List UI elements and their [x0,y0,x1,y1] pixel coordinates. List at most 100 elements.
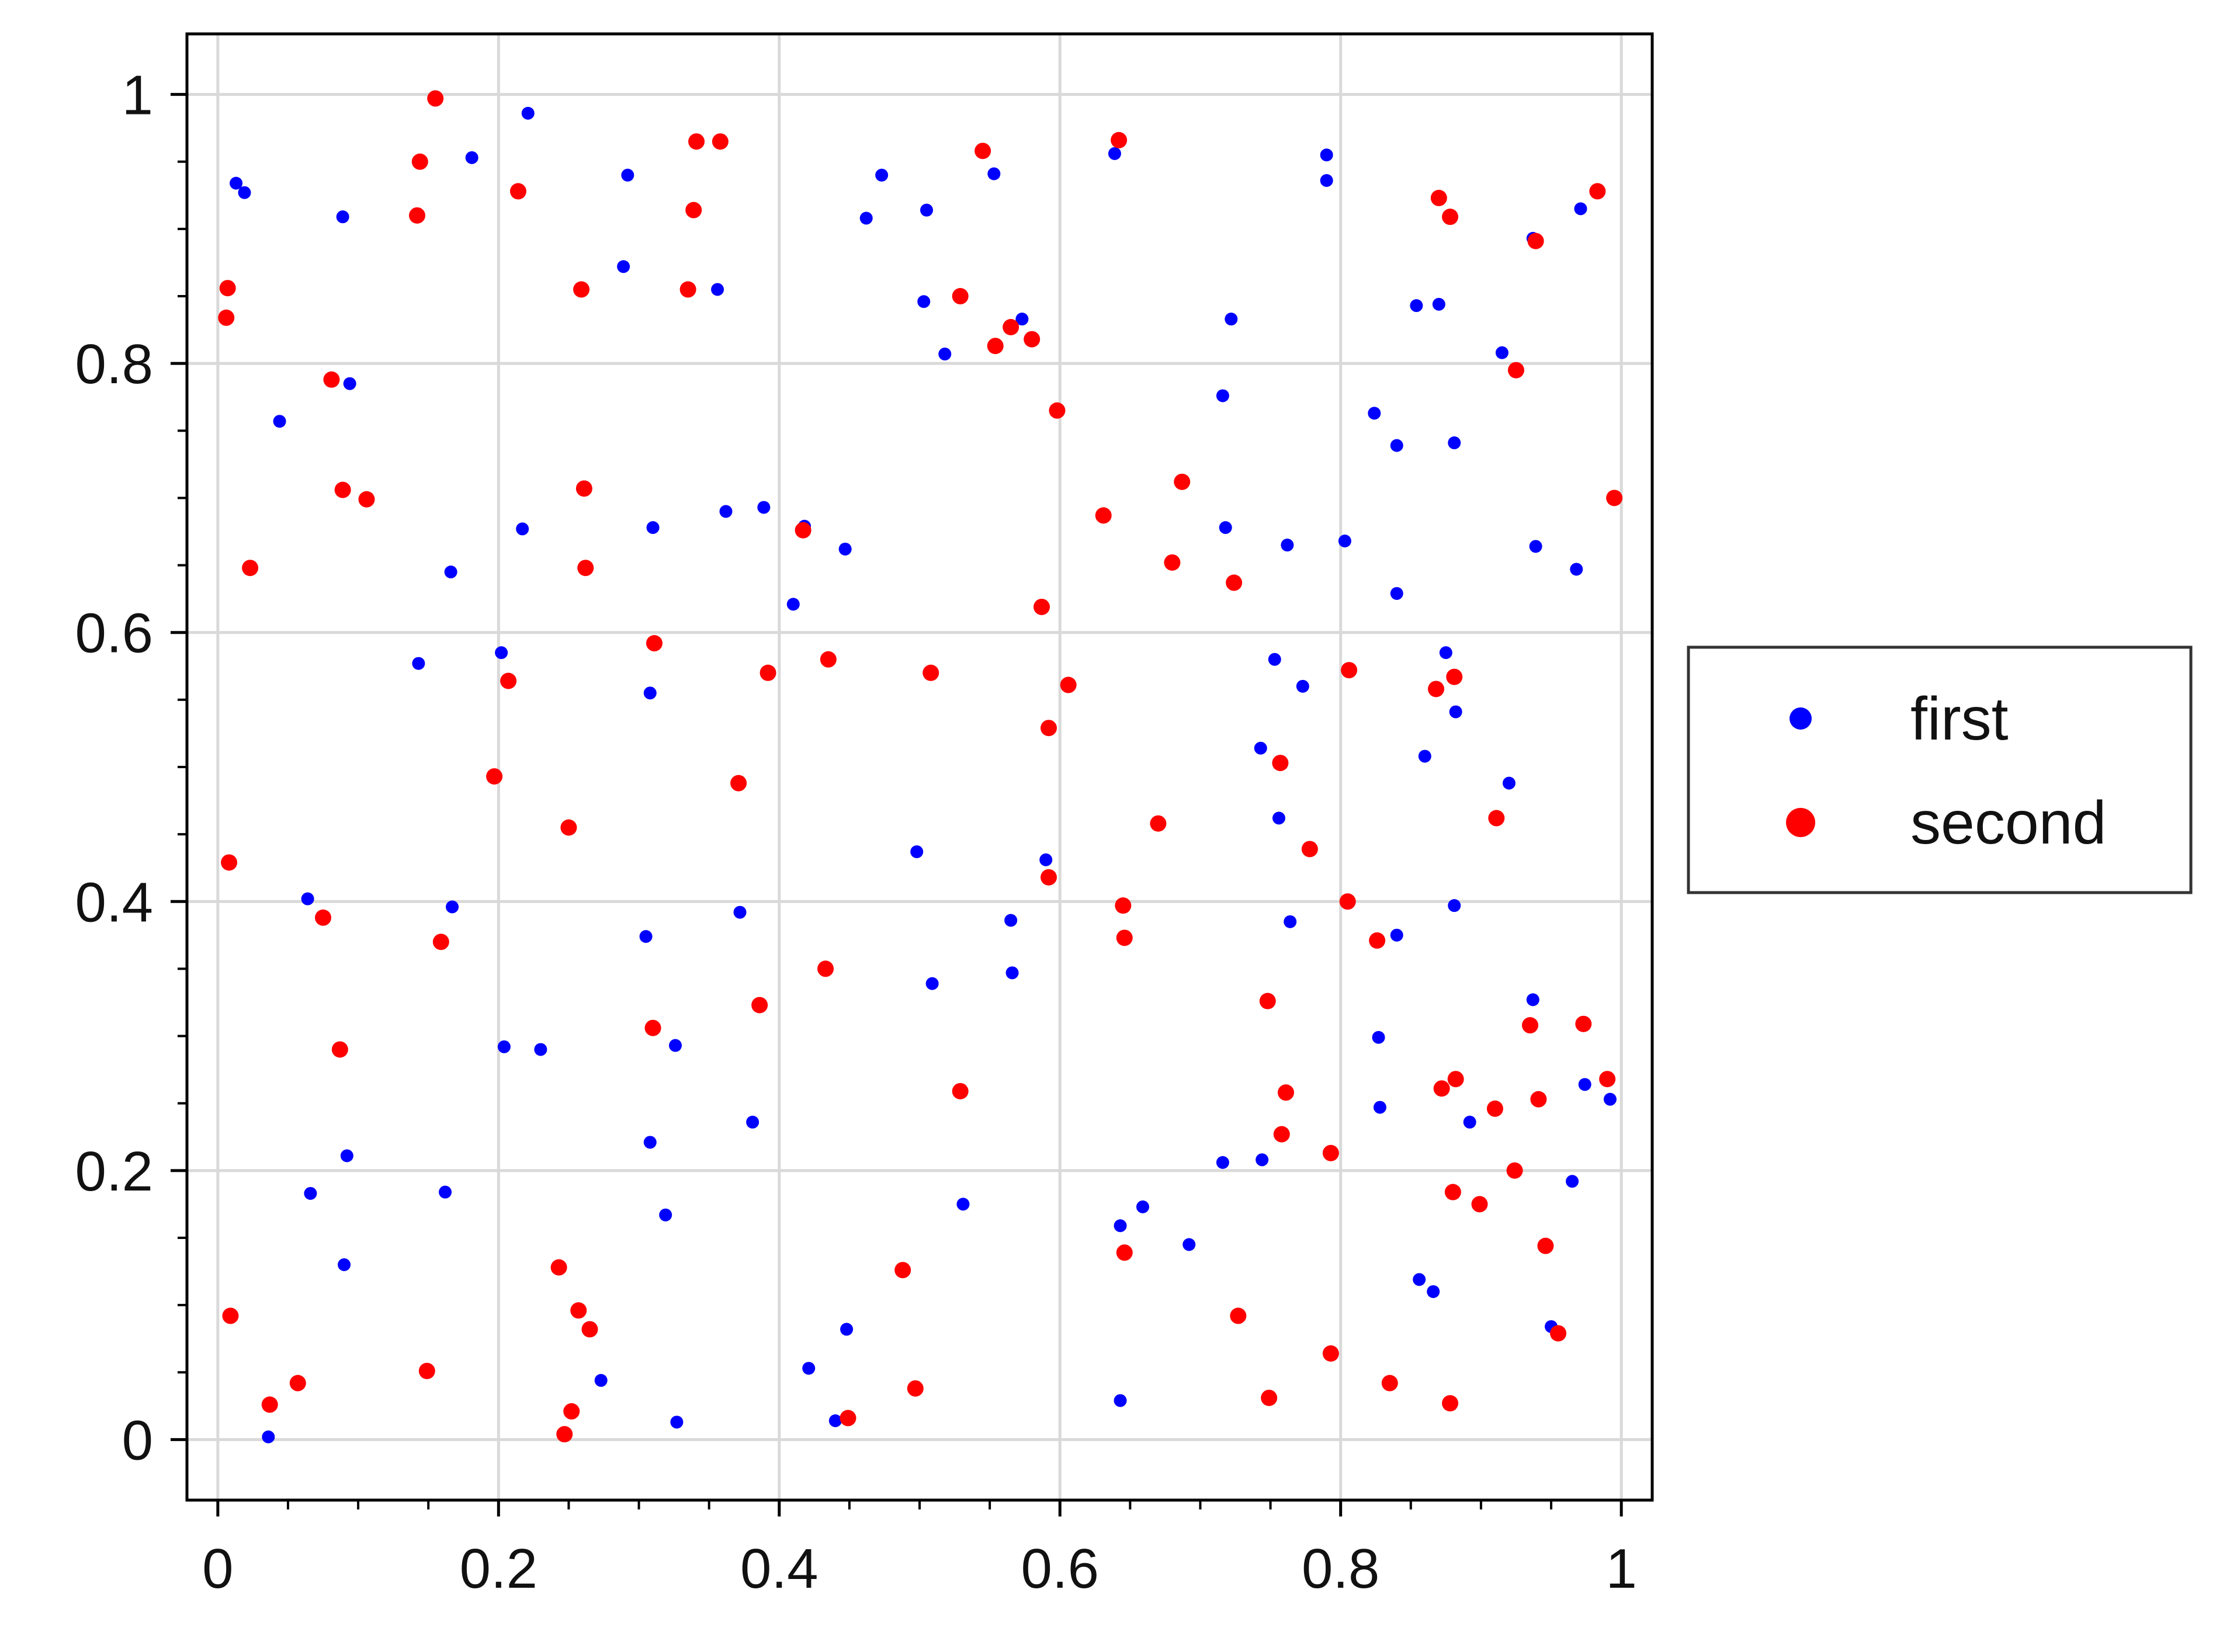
data-point-first [1448,436,1461,450]
data-point-first [412,657,425,670]
legend-label-second: second [1910,789,2106,857]
legend-box [1687,645,2193,894]
series-second [218,90,1623,1443]
data-point-first [1448,899,1461,912]
data-point-first [1502,776,1516,790]
data-point-second [1471,1196,1488,1213]
data-point-first [594,1374,608,1387]
data-point-first [617,260,630,273]
data-point-second [987,338,1004,355]
data-point-second [907,1380,924,1397]
data-point-first [1566,1175,1579,1188]
data-point-second [646,635,663,652]
data-point-second [894,1262,911,1279]
data-point-second [1111,131,1128,148]
data-point-first [446,900,459,914]
data-point-first [1373,1101,1386,1114]
data-point-second [1116,929,1133,946]
x-tick-label: 0.8 [1302,1538,1379,1600]
data-point-first [1390,586,1403,600]
data-point-second [550,1259,567,1276]
data-point-second [1261,1389,1278,1406]
data-point-first [643,686,657,700]
y-tick-label: 0.2 [75,1140,153,1203]
data-point-first [910,845,924,859]
data-point-second [411,153,428,170]
data-point-second [1116,1244,1133,1261]
data-point-first [304,1186,317,1200]
x-tick-label: 0.2 [460,1538,537,1600]
data-point-second [577,560,594,577]
data-point-second [840,1410,856,1427]
data-point-first [1281,539,1294,552]
data-point-first [719,505,733,518]
points-layer [218,90,1623,1443]
data-point-second [331,1041,348,1058]
data-point-first [757,501,771,514]
data-point-second [644,1019,661,1036]
data-point-first [1216,389,1229,402]
data-point-first [1320,148,1333,162]
data-point-first [621,168,634,182]
data-point-second [1322,1345,1339,1362]
data-point-second [261,1396,278,1413]
data-point-first [1254,741,1267,755]
data-point-second [679,281,696,298]
data-point-second [730,775,747,792]
data-point-first [1015,313,1029,326]
data-point-second [1381,1375,1398,1391]
data-point-second [923,664,939,681]
data-point-second [1446,668,1463,685]
data-point-second [1301,841,1318,858]
data-point-first [1390,439,1403,452]
data-point-second [1444,1184,1461,1200]
data-point-first [1603,1092,1617,1106]
data-point-first [1578,1078,1591,1091]
data-point-first [875,168,889,182]
data-point-second [1041,720,1057,737]
data-point-first [301,892,314,905]
data-point-first [1574,202,1587,216]
data-point-first [1432,297,1445,311]
data-point-first [338,1258,351,1272]
data-point-second [218,309,235,326]
data-point-first [465,151,478,164]
data-point-second [1430,189,1447,206]
data-point-second [1115,897,1132,914]
data-point-second [1447,1071,1464,1088]
data-point-first [1439,646,1452,660]
data-point-first [444,565,457,579]
data-point-first [711,283,724,296]
data-point-second [427,90,444,107]
data-point-first [516,522,529,536]
y-tick-label: 0.4 [75,871,153,933]
data-point-first [497,1040,511,1053]
data-point-second [242,560,259,577]
data-point-first [495,646,508,660]
data-point-first [1108,147,1121,160]
data-point-second [1530,1091,1547,1108]
data-point-second [975,143,991,159]
data-point-second [1442,209,1459,225]
data-point-second [712,133,729,150]
data-point-first [1216,1156,1229,1169]
data-point-first [670,1415,684,1429]
data-point-first [343,377,356,390]
data-point-second [509,183,526,200]
data-point-first [439,1185,452,1199]
data-point-second [751,997,768,1014]
data-point-first [1272,811,1285,825]
data-point-second [1034,598,1050,615]
data-point-first [1256,1153,1269,1167]
data-point-first [1413,1273,1426,1286]
data-point-second [581,1321,598,1338]
data-point-second [1041,869,1057,886]
data-point-first [802,1362,816,1375]
data-point-first [230,176,243,190]
data-point-second [563,1403,580,1420]
x-tick-label: 1 [1605,1538,1636,1600]
data-point-second [1150,815,1167,832]
legend: first second [1687,645,2193,894]
x-tick-label: 0.6 [1021,1538,1099,1600]
